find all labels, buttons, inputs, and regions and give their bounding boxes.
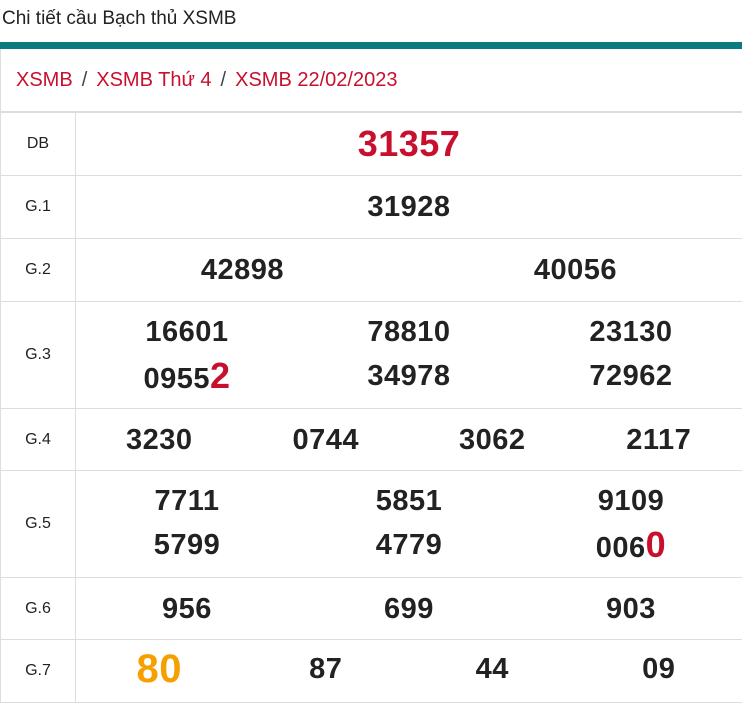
prize-label: G.5 — [0, 470, 76, 578]
prize-row: G.1 31928 — [0, 175, 742, 239]
breadcrumb: XSMB / XSMB Thứ 4 / XSMB 22/02/2023 — [0, 49, 742, 112]
prize-number: 5799 — [76, 523, 298, 570]
number-digits: 09 — [642, 653, 676, 685]
prize-numbers: 16601 78810 23130 09552 34978 72962 — [75, 301, 742, 409]
breadcrumb-xsmb-date[interactable]: XSMB 22/02/2023 — [235, 69, 398, 91]
prize-number: 0060 — [520, 523, 742, 570]
prize-number: 44 — [409, 647, 576, 695]
number-digits: 4779 — [375, 528, 443, 561]
prize-row: G.6 956 699 903 — [0, 577, 742, 640]
number-digits: 0955 — [143, 362, 210, 395]
prize-number: 80 — [76, 647, 243, 695]
results-table: DB 31357 G.1 31928 G.2 42898 40056 G.3 16601 7881… — [0, 112, 742, 703]
prize-row: DB 31357 — [0, 112, 742, 176]
prize-number: 31928 — [76, 185, 742, 229]
prize-row: G.2 42898 40056 — [0, 238, 742, 302]
number-digits: 31928 — [367, 191, 451, 223]
number-digits: 7711 — [154, 484, 220, 517]
prize-number: 956 — [76, 587, 298, 631]
prize-numbers: 7711 5851 9109 5799 4779 0060 — [75, 470, 742, 578]
prize-number: 16601 — [76, 310, 298, 354]
prize-number: 87 — [243, 647, 410, 695]
prize-number: 3230 — [76, 418, 243, 462]
breadcrumb-xsmb-thu-4[interactable]: XSMB Thứ 4 — [96, 69, 212, 91]
number-digits: 31357 — [357, 123, 461, 164]
number-digits: 78810 — [367, 315, 451, 348]
prize-label: DB — [0, 112, 76, 176]
prize-label: G.6 — [0, 577, 76, 640]
prize-number: 5851 — [298, 479, 520, 523]
highlighted-digits: 0 — [645, 523, 667, 565]
prize-number: 34978 — [298, 354, 520, 401]
prize-number: 31357 — [76, 122, 742, 166]
prize-number: 903 — [520, 587, 742, 631]
accent-bar — [0, 42, 742, 49]
number-digits: 3062 — [458, 423, 526, 456]
number-digits: 5851 — [375, 484, 443, 517]
number-digits: 3230 — [125, 423, 193, 456]
prize-number: 699 — [298, 587, 520, 631]
highlighted-digits: 80 — [136, 647, 182, 691]
breadcrumb-separator: / — [220, 69, 227, 91]
prize-numbers: 31928 — [75, 175, 742, 239]
prize-label: G.1 — [0, 175, 76, 239]
prize-numbers: 80 87 44 09 — [75, 639, 742, 703]
prize-number: 09552 — [76, 354, 298, 401]
prize-row: G.7 80 87 44 09 — [0, 639, 742, 703]
number-digits: 006 — [595, 531, 646, 564]
prize-number: 0744 — [243, 418, 410, 462]
prize-number: 2117 — [576, 418, 742, 462]
number-digits: 5799 — [153, 528, 221, 561]
prize-number: 40056 — [409, 248, 742, 292]
number-digits: 40056 — [533, 254, 618, 286]
number-digits: 87 — [309, 653, 343, 685]
prize-number: 72962 — [520, 354, 742, 401]
prize-number: 4779 — [298, 523, 520, 570]
prize-number: 78810 — [298, 310, 520, 354]
prize-row: G.5 7711 5851 9109 5799 4779 0060 — [0, 470, 742, 578]
prize-row: G.4 3230 0744 3062 2117 — [0, 408, 742, 471]
page-title: Chi tiết cầu Bạch thủ XSMB — [2, 8, 237, 29]
number-digits: 903 — [606, 592, 656, 625]
number-digits: 699 — [384, 592, 434, 625]
prize-numbers: 3230 0744 3062 2117 — [75, 408, 742, 471]
prize-label: G.4 — [0, 408, 76, 471]
number-digits: 34978 — [367, 359, 451, 392]
breadcrumb-xsmb[interactable]: XSMB — [16, 69, 73, 91]
prize-row: G.3 16601 78810 23130 09552 34978 72962 — [0, 301, 742, 409]
number-digits: 9109 — [597, 484, 665, 517]
number-digits: 42898 — [200, 254, 285, 286]
prize-numbers: 42898 40056 — [75, 238, 742, 302]
prize-number: 9109 — [520, 479, 742, 523]
prize-numbers: 31357 — [75, 112, 742, 176]
prize-numbers: 956 699 903 — [75, 577, 742, 640]
prize-number: 09 — [576, 647, 742, 695]
number-digits: 44 — [475, 653, 509, 685]
prize-number: 3062 — [409, 418, 576, 462]
number-digits: 23130 — [589, 315, 673, 348]
prize-label: G.7 — [0, 639, 76, 703]
breadcrumb-separator: / — [81, 69, 88, 91]
prize-label: G.3 — [0, 301, 76, 409]
prize-number: 23130 — [520, 310, 742, 354]
prize-number: 42898 — [76, 248, 409, 292]
prize-label: G.2 — [0, 238, 76, 302]
number-digits: 0744 — [292, 423, 359, 456]
number-digits: 72962 — [589, 359, 673, 392]
number-digits: 16601 — [145, 315, 229, 348]
prize-number: 7711 — [76, 479, 298, 523]
number-digits: 956 — [162, 592, 212, 625]
highlighted-digits: 2 — [209, 354, 231, 396]
number-digits: 2117 — [626, 423, 692, 456]
